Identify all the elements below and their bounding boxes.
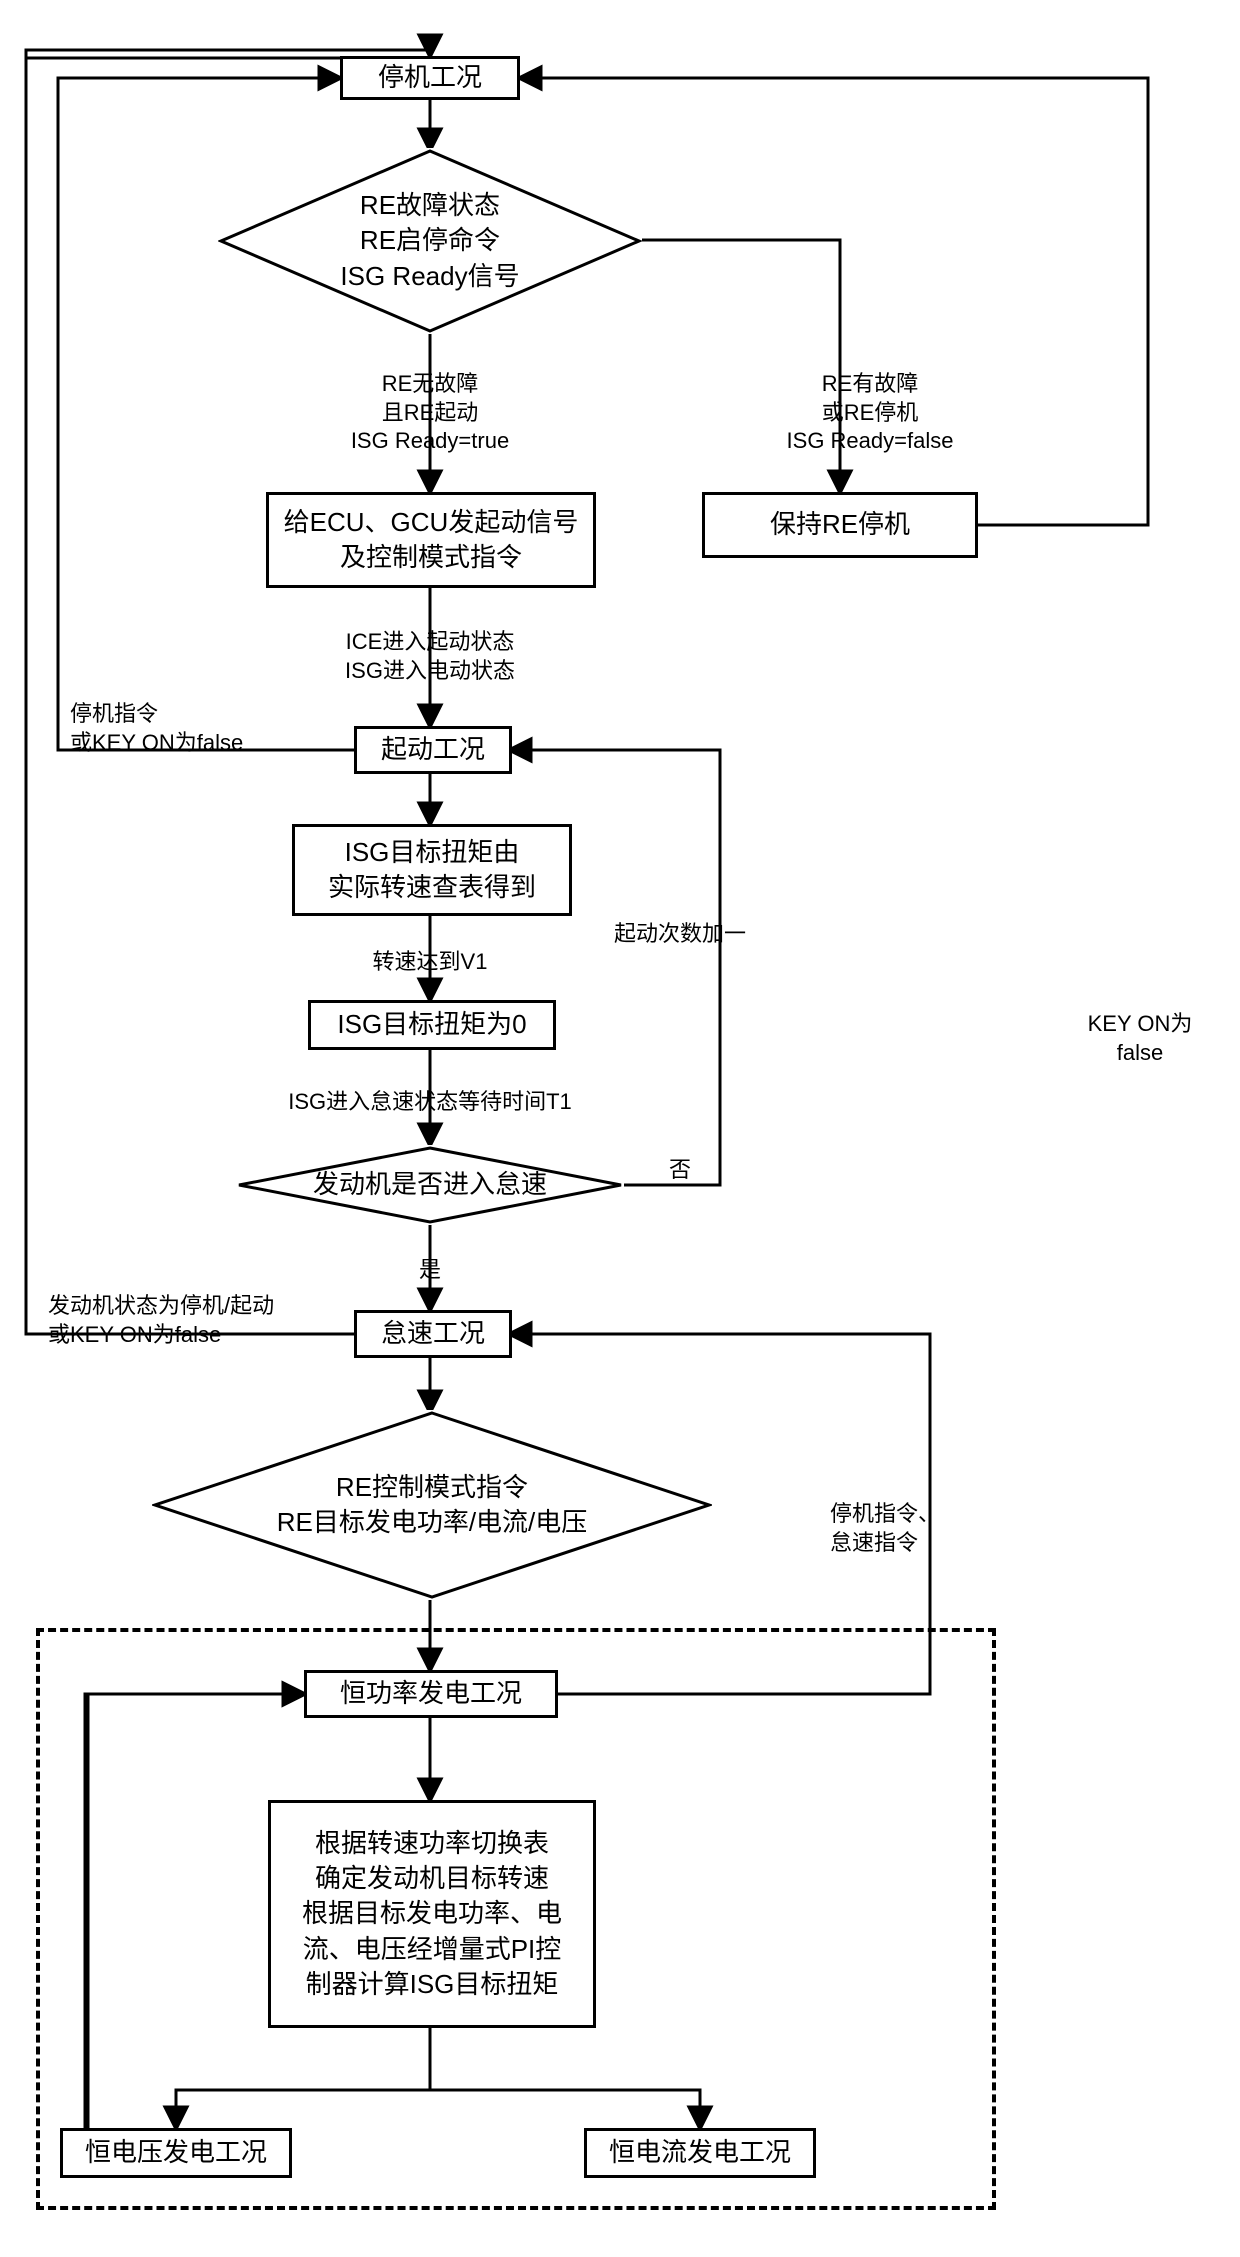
d1-line1: RE故障状态 (340, 188, 519, 223)
label-fault: RE有故障 或RE停机 ISG Ready=false (740, 370, 1000, 456)
label-v1: 转速达到V1 (340, 948, 520, 977)
node-stop-text: 停机工况 (378, 60, 482, 95)
calc-l1: 根据转速功率切换表 (302, 1826, 562, 1861)
d3-l1: RE控制模式指令 (277, 1470, 588, 1505)
d3-l2: RE目标发电功率/电流/电压 (277, 1505, 588, 1540)
d1-line2: RE启停命令 (340, 223, 519, 258)
node-ecu-signal: 给ECU、GCU发起动信号 及控制模式指令 (266, 492, 596, 588)
ecu-line1: 给ECU、GCU发起动信号 (284, 505, 579, 540)
label-yes: 是 (410, 1256, 450, 1285)
calc-l3: 根据目标发电功率、电 (302, 1896, 562, 1931)
calc-l2: 确定发动机目标转速 (302, 1861, 562, 1896)
isg0-text: ISG目标扭矩为0 (337, 1007, 526, 1042)
node-decision-control-mode: RE控制模式指令 RE目标发电功率/电流/电压 (152, 1410, 712, 1600)
isg-l2: 实际转速查表得到 (328, 870, 536, 905)
node-const-voltage: 恒电压发电工况 (60, 2128, 292, 2178)
node-decision-re-status: RE故障状态 RE启停命令 ISG Ready信号 (218, 148, 642, 334)
node-idle-condition: 怠速工况 (354, 1310, 512, 1358)
keep-text: 保持RE停机 (770, 507, 910, 542)
startc-text: 起动工况 (381, 732, 485, 767)
idle-text: 怠速工况 (381, 1316, 485, 1351)
label-ice-isg: ICE进入起动状态 ISG进入电动状态 (300, 628, 560, 685)
calc-l4: 流、电压经增量式PI控 (302, 1932, 562, 1967)
node-start-condition: 起动工况 (354, 726, 512, 774)
flowchart-canvas: 停机工况 RE故障状态 RE启停命令 ISG Ready信号 给ECU、GCU发… (0, 0, 1240, 2257)
consti-text: 恒电流发电工况 (609, 2135, 791, 2170)
isg-l1: ISG目标扭矩由 (328, 835, 536, 870)
label-key-false: KEY ON为 false (1060, 1010, 1220, 1067)
calc-l5: 制器计算ISG目标扭矩 (302, 1967, 562, 2002)
label-no: 否 (660, 1156, 700, 1185)
label-t1: ISG进入怠速状态等待时间T1 (260, 1088, 600, 1117)
constp-text: 恒功率发电工况 (340, 1676, 522, 1711)
node-const-power: 恒功率发电工况 (304, 1670, 558, 1718)
label-stop-idle-cmd: 停机指令、 怠速指令 (830, 1500, 990, 1557)
d2-text: 发动机是否进入怠速 (313, 1167, 547, 1202)
label-stop-cmd: 停机指令 或KEY ON为false (70, 700, 330, 757)
node-calc: 根据转速功率切换表 确定发动机目标转速 根据目标发电功率、电 流、电压经增量式P… (268, 1800, 596, 2028)
node-stop: 停机工况 (340, 56, 520, 100)
node-const-current: 恒电流发电工况 (584, 2128, 816, 2178)
label-retry: 起动次数加一 (600, 920, 760, 949)
constv-text: 恒电压发电工况 (85, 2135, 267, 2170)
node-keep-re-stop: 保持RE停机 (702, 492, 978, 558)
node-decision-idle: 发动机是否进入怠速 (236, 1145, 624, 1225)
label-engine-stop: 发动机状态为停机/起动 或KEY ON为false (48, 1292, 348, 1349)
node-isg-lookup: ISG目标扭矩由 实际转速查表得到 (292, 824, 572, 916)
node-isg-zero: ISG目标扭矩为0 (308, 1000, 556, 1050)
label-no-fault: RE无故障 且RE起动 ISG Ready=true (300, 370, 560, 456)
d1-line3: ISG Ready信号 (340, 259, 519, 294)
ecu-line2: 及控制模式指令 (284, 540, 579, 575)
